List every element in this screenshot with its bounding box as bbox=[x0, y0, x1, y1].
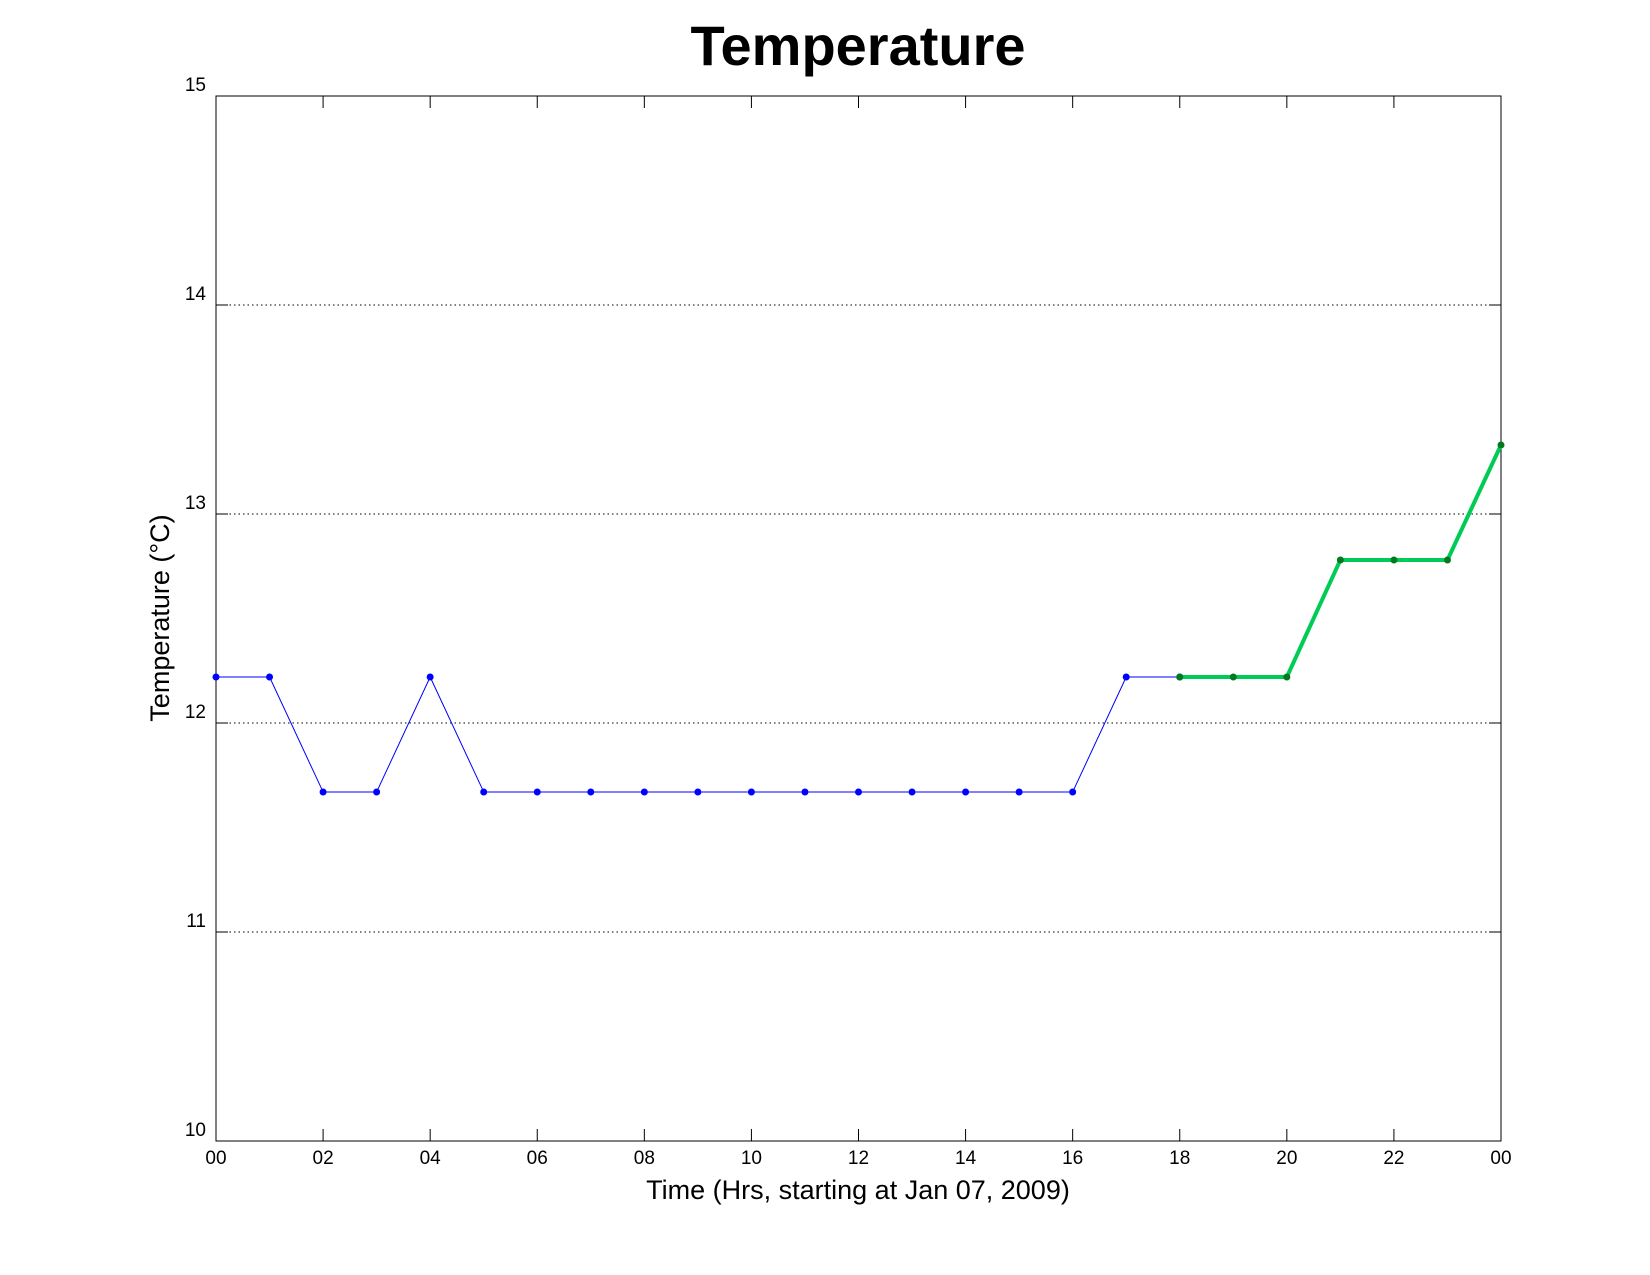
y-tick-label: 14 bbox=[185, 284, 207, 305]
data-point bbox=[1069, 788, 1077, 796]
data-point bbox=[1176, 673, 1184, 681]
data-point bbox=[1443, 556, 1451, 564]
data-point bbox=[1390, 556, 1398, 564]
x-tick-label: 20 bbox=[1276, 1148, 1297, 1169]
data-point bbox=[426, 673, 434, 681]
data-point bbox=[855, 788, 862, 796]
x-tick-label: 00 bbox=[205, 1148, 226, 1169]
x-tick-label: 14 bbox=[955, 1148, 977, 1169]
data-point bbox=[1229, 673, 1237, 681]
x-axis-label: Time (Hrs, starting at Jan 07, 2009) bbox=[646, 1175, 1070, 1205]
x-tick-label: 04 bbox=[420, 1148, 442, 1169]
x-tick-label: 18 bbox=[1169, 1148, 1190, 1169]
x-tick-label: 00 bbox=[1490, 1148, 1511, 1169]
data-point bbox=[1015, 788, 1023, 796]
x-tick-label: 06 bbox=[527, 1148, 548, 1169]
data-point bbox=[694, 788, 702, 796]
data-point bbox=[962, 788, 970, 796]
y-axis-label: Temperature (°C) bbox=[145, 514, 175, 721]
data-point bbox=[266, 673, 274, 681]
data-point bbox=[319, 788, 327, 796]
data-point bbox=[587, 788, 595, 796]
y-tick-label: 15 bbox=[185, 75, 206, 96]
data-point bbox=[1122, 673, 1130, 681]
x-tick-label: 02 bbox=[313, 1148, 334, 1169]
data-point bbox=[212, 673, 220, 681]
x-tick-label: 22 bbox=[1383, 1148, 1404, 1169]
plot-frame bbox=[215, 95, 1502, 1142]
data-point bbox=[1283, 673, 1291, 681]
data-point bbox=[640, 788, 648, 796]
chart-title: Temperature bbox=[690, 14, 1025, 77]
x-tick-label: 10 bbox=[741, 1148, 762, 1169]
data-point bbox=[373, 788, 381, 796]
y-tick-label: 13 bbox=[185, 493, 206, 514]
y-tick-label: 10 bbox=[185, 1120, 206, 1141]
data-point bbox=[533, 788, 541, 796]
data-point bbox=[801, 788, 809, 796]
data-point bbox=[908, 788, 916, 796]
x-tick-label: 16 bbox=[1062, 1148, 1083, 1169]
data-point bbox=[1336, 556, 1344, 564]
y-tick-label: 11 bbox=[186, 911, 206, 932]
y-tick-label: 12 bbox=[185, 702, 206, 723]
data-point bbox=[480, 788, 488, 796]
data-point bbox=[1497, 441, 1505, 449]
x-tick-label: 08 bbox=[634, 1148, 655, 1169]
x-tick-label: 12 bbox=[848, 1148, 869, 1169]
data-point bbox=[747, 788, 755, 796]
